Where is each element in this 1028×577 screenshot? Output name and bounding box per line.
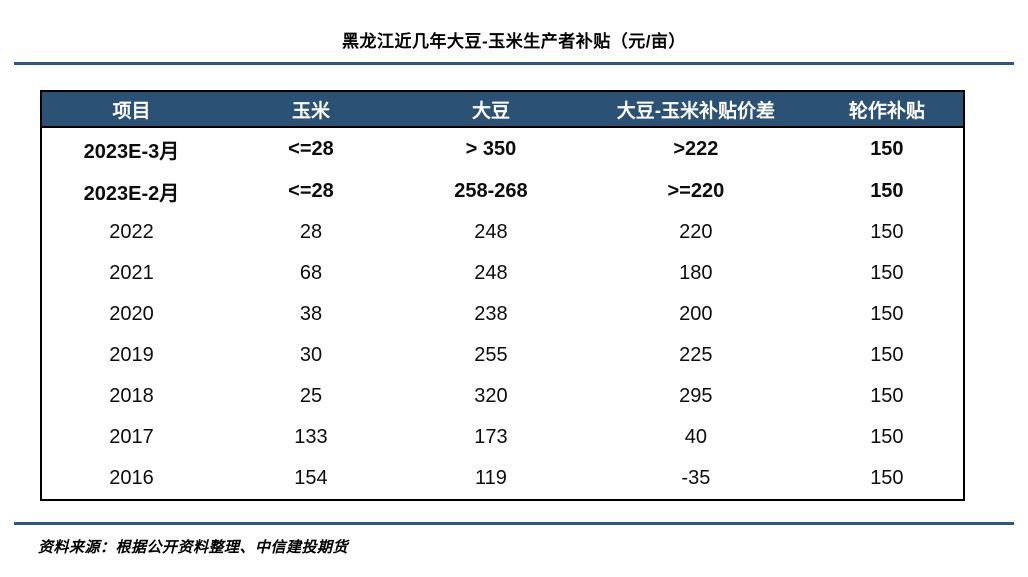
- table-title: 黑龙江近几年大豆-玉米生产者补贴（元/亩）: [342, 32, 686, 51]
- table-body: 2023E-3月 <=28 > 350 >222 150 2023E-2月 <=28 258-…: [41, 127, 964, 500]
- table-cell: 295: [679, 385, 713, 407]
- header-cell: 轮作补贴: [848, 100, 925, 122]
- table-cell: 150: [870, 426, 904, 448]
- table-cell: 150: [870, 262, 904, 284]
- header-cell: 玉米: [291, 100, 330, 122]
- table-cell: 2022: [109, 221, 154, 243]
- table-row: 2017 133 173 40 150: [41, 417, 964, 458]
- subsidy-table: 项目 玉米 大豆 大豆-玉米补贴价差 轮作补贴 2023E-3月 <=28 > 350 >22…: [40, 90, 965, 501]
- table-cell: > 350: [465, 137, 517, 160]
- source-note: 资料来源：根据公开资料整理、中信建投期货: [38, 539, 349, 556]
- table-row: 2021 68 248 180 150: [41, 253, 964, 294]
- table-cell: 180: [679, 262, 713, 284]
- table-cell: >=220: [667, 179, 725, 202]
- bottom-divider-line: [14, 522, 1014, 525]
- table-row: 2016 154 119 -35 150: [41, 458, 964, 500]
- table-row: 2018 25 320 295 150: [41, 376, 964, 417]
- table-cell: -35: [681, 467, 711, 489]
- table-cell: 220: [679, 221, 713, 243]
- table-cell: 238: [474, 303, 508, 325]
- table-header: 项目 玉米 大豆 大豆-玉米补贴价差 轮作补贴: [41, 91, 964, 127]
- table-row: 2020 38 238 200 150: [41, 294, 964, 335]
- table-cell: 2018: [109, 385, 154, 407]
- table-cell: 30: [299, 344, 323, 366]
- table-cell: 38: [299, 303, 323, 325]
- table-cell: 150: [870, 179, 904, 202]
- table-cell: 225: [679, 344, 713, 366]
- table-cell: 2019: [109, 344, 154, 366]
- table-row: 2023E-2月 <=28 258-268 >=220 150: [41, 170, 964, 212]
- table-cell: 154: [294, 467, 328, 489]
- table-header-row: 项目 玉米 大豆 大豆-玉米补贴价差 轮作补贴: [41, 91, 964, 127]
- table-row: 2022 28 248 220 150: [41, 212, 964, 253]
- table-cell: 150: [870, 385, 904, 407]
- table-cell: 248: [474, 262, 508, 284]
- table-cell: 320: [474, 385, 508, 407]
- table-cell: 133: [294, 426, 328, 448]
- table-cell: 173: [474, 426, 508, 448]
- table-cell: 25: [299, 385, 323, 407]
- table-cell: 150: [870, 344, 904, 366]
- report-table-figure: 黑龙江近几年大豆-玉米生产者补贴（元/亩） 项目 玉米 大豆 大豆-玉米补贴价差 轮作补…: [14, 32, 1014, 556]
- table-cell: 2016: [109, 467, 154, 489]
- table-cell: 2021: [109, 262, 154, 284]
- table-cell: 28: [299, 221, 323, 243]
- table-row: 2023E-3月 <=28 > 350 >222 150: [41, 127, 964, 170]
- header-cell: 大豆-玉米补贴价差: [616, 100, 776, 122]
- header-cell: 大豆: [471, 100, 510, 122]
- header-cell: 项目: [112, 100, 151, 122]
- table-cell: <=28: [288, 179, 334, 202]
- table-cell: 2023E-2月: [83, 182, 180, 205]
- table-row: 2019 30 255 225 150: [41, 335, 964, 376]
- table-cell: 150: [870, 303, 904, 325]
- table-cell: 2020: [109, 303, 154, 325]
- top-divider-line: [14, 62, 1014, 65]
- table-cell: 40: [684, 426, 707, 448]
- table-cell: 248: [474, 221, 508, 243]
- table-cell: 200: [679, 303, 713, 325]
- table-cell: 2017: [109, 426, 154, 448]
- table-cell: 258-268: [454, 179, 528, 202]
- table-cell: 150: [870, 221, 904, 243]
- table-cell: 68: [299, 262, 323, 284]
- table-cell: >222: [673, 137, 719, 160]
- table-cell: 119: [475, 467, 507, 489]
- table-cell: 150: [870, 467, 904, 489]
- table-cell: 255: [474, 344, 508, 366]
- table-cell: 150: [870, 137, 904, 160]
- table-cell: <=28: [288, 137, 334, 160]
- table-cell: 2023E-3月: [83, 140, 180, 163]
